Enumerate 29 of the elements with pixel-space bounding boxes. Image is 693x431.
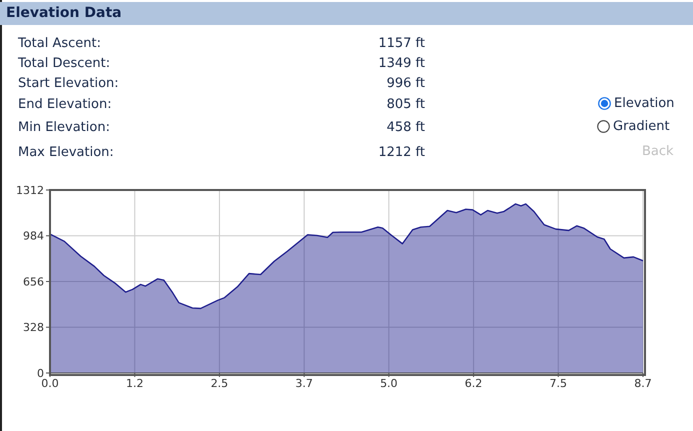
text: Total Ascent: xyxy=(18,36,102,51)
chart-title: Elevation Data xyxy=(6,5,122,21)
x-tick-label: 6.2 xyxy=(464,376,482,390)
text: Elevation xyxy=(614,96,674,111)
x-tick-label: 7.5 xyxy=(550,376,568,390)
text: Back xyxy=(642,144,674,159)
text: Total Descent: xyxy=(18,56,110,71)
x-tick-label: 5.0 xyxy=(380,376,398,390)
text: 458 ft xyxy=(386,120,425,135)
text: 805 ft xyxy=(386,97,425,112)
y-tick-label: 0 xyxy=(37,366,44,380)
text: 1157 ft xyxy=(378,36,425,51)
y-tick-label: 328 xyxy=(23,321,44,334)
x-tick-label: 3.7 xyxy=(295,376,313,390)
text: Start Elevation: xyxy=(18,76,119,91)
x-tick-label: 8.7 xyxy=(634,376,652,390)
y-tick-label: 1312 xyxy=(16,184,44,197)
text: Max Elevation: xyxy=(18,145,114,160)
x-tick-label: 0.0 xyxy=(41,376,59,390)
text: End Elevation: xyxy=(18,97,112,112)
x-tick-label: 2.5 xyxy=(210,376,228,390)
text: 996 ft xyxy=(386,76,425,91)
text: Gradient xyxy=(613,119,670,134)
y-tick-label: 984 xyxy=(23,230,44,243)
text: Min Elevation: xyxy=(18,120,110,135)
x-tick-label: 1.2 xyxy=(126,376,144,390)
text: 1349 ft xyxy=(378,56,425,71)
y-tick-label: 656 xyxy=(23,275,44,288)
text: 1212 ft xyxy=(378,145,425,160)
